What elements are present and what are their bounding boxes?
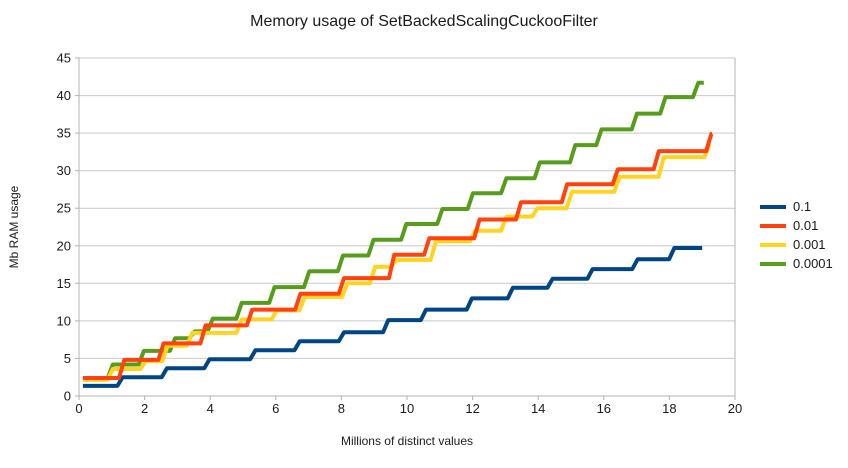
- y-tick-label-45: 45: [57, 51, 71, 66]
- x-tick-label-8: 8: [338, 401, 345, 416]
- series-line-0.01: [82, 131, 714, 380]
- series-line-0.001: [82, 141, 712, 382]
- legend-swatch-0.01: [760, 223, 786, 228]
- y-tick-label-10: 10: [57, 313, 71, 328]
- legend-item-0.1: 0.1: [760, 197, 833, 216]
- x-tick-label-2: 2: [141, 401, 148, 416]
- x-tick-label-0: 0: [75, 401, 82, 416]
- y-tick-label-25: 25: [57, 201, 71, 216]
- y-tick-label-30: 30: [57, 163, 71, 178]
- chart-title: Memory usage of SetBackedScalingCuckooFi…: [250, 13, 598, 30]
- x-tick-label-12: 12: [465, 401, 479, 416]
- x-tick-label-20: 20: [728, 401, 742, 416]
- legend-item-0.01: 0.01: [760, 216, 833, 235]
- y-tick-label-20: 20: [57, 238, 71, 253]
- x-tick-label-18: 18: [662, 401, 676, 416]
- series-line-0.0001: [82, 80, 704, 381]
- y-tick-label-15: 15: [57, 276, 71, 291]
- legend-swatch-0.0001: [760, 261, 786, 266]
- y-tick-label-35: 35: [57, 126, 71, 141]
- x-axis-title: Millions of distinct values: [340, 434, 474, 448]
- legend-label: 0.1: [793, 199, 812, 214]
- x-tick-label-14: 14: [531, 401, 545, 416]
- legend-swatch-0.001: [760, 242, 786, 247]
- x-tick-label-10: 10: [400, 401, 414, 416]
- y-tick-label-0: 0: [64, 389, 71, 404]
- legend-item-0.001: 0.001: [760, 235, 833, 254]
- legend-swatch-0.1: [760, 204, 786, 209]
- x-tick-label-6: 6: [272, 401, 279, 416]
- x-tick-label-4: 4: [207, 401, 214, 416]
- legend: 0.1 0.01 0.001 0.0001: [760, 197, 833, 273]
- y-tick-label-40: 40: [57, 88, 71, 103]
- y-tick-label-5: 5: [64, 351, 71, 366]
- legend-item-0.0001: 0.0001: [760, 254, 833, 273]
- legend-label: 0.001: [793, 237, 826, 252]
- y-axis-title: Mb RAM usage: [7, 185, 21, 269]
- x-tick-label-16: 16: [597, 401, 611, 416]
- legend-label: 0.01: [793, 218, 819, 233]
- series-line-0.1: [82, 246, 703, 388]
- legend-label: 0.0001: [793, 256, 833, 271]
